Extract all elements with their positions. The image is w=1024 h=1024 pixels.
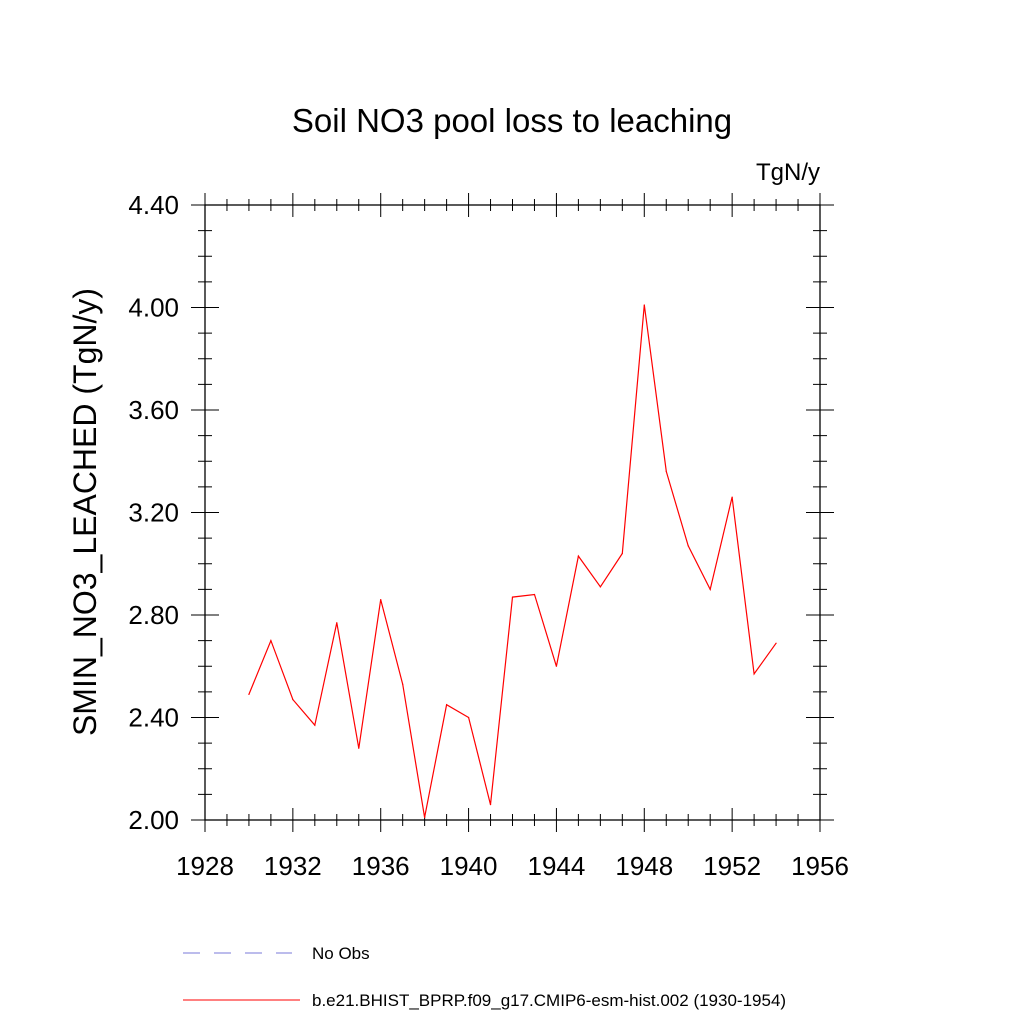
data-point bbox=[687, 545, 689, 547]
series-line-0 bbox=[248, 304, 777, 818]
data-point bbox=[380, 599, 382, 601]
x-tick-label: 1928 bbox=[176, 851, 234, 881]
data-point bbox=[446, 704, 448, 706]
data-point bbox=[424, 816, 426, 819]
data-point bbox=[731, 496, 733, 498]
data-point bbox=[358, 747, 360, 749]
y-tick-label: 2.40 bbox=[128, 703, 179, 733]
y-tick-labels: 2.00 2.40 2.80 3.20 3.60 4.00 4.40 bbox=[128, 190, 179, 835]
data-point bbox=[775, 642, 777, 644]
minor-ticks bbox=[198, 199, 827, 826]
x-tick-label: 1948 bbox=[615, 851, 673, 881]
x-tick-labels: 1928 1932 1936 1940 1944 1948 1952 1956 bbox=[176, 851, 849, 881]
legend-label-no-obs: No Obs bbox=[312, 944, 370, 963]
data-point bbox=[467, 716, 470, 719]
x-tick-label: 1932 bbox=[264, 851, 322, 881]
x-tick-label: 1944 bbox=[528, 851, 586, 881]
units-label: TgN/y bbox=[756, 159, 820, 186]
x-tick-label: 1952 bbox=[703, 851, 761, 881]
y-tick-label: 3.60 bbox=[128, 395, 179, 425]
legend-label-model: b.e21.BHIST_BPRP.f09_g17.CMIP6-esm-hist.… bbox=[312, 991, 786, 1010]
data-point bbox=[533, 593, 536, 596]
plot-frame bbox=[204, 204, 821, 821]
y-axis-label: SMIN_NO3_LEACHED (TgN/y) bbox=[67, 288, 103, 736]
data-point bbox=[599, 586, 601, 588]
y-tick-label: 2.00 bbox=[128, 805, 179, 835]
series-layer bbox=[248, 304, 777, 819]
data-point bbox=[555, 665, 558, 667]
data-point bbox=[577, 555, 579, 557]
data-point bbox=[665, 470, 667, 473]
data-point bbox=[336, 622, 338, 624]
data-point bbox=[621, 552, 623, 555]
x-tick-label: 1956 bbox=[791, 851, 849, 881]
data-point bbox=[314, 724, 316, 726]
data-point bbox=[753, 673, 755, 675]
y-tick-label: 3.20 bbox=[128, 498, 179, 528]
legend: No Obs b.e21.BHIST_BPRP.f09_g17.CMIP6-es… bbox=[183, 944, 786, 1010]
major-ticks bbox=[191, 193, 834, 832]
data-point bbox=[402, 683, 404, 685]
x-tick-label: 1936 bbox=[352, 851, 410, 881]
data-point bbox=[292, 698, 294, 701]
x-tick-label: 1940 bbox=[440, 851, 498, 881]
data-point bbox=[270, 640, 272, 642]
y-tick-label: 4.40 bbox=[128, 190, 179, 220]
chart-title: Soil NO3 pool loss to leaching bbox=[292, 102, 732, 139]
data-point bbox=[489, 804, 492, 806]
y-tick-label: 4.00 bbox=[128, 293, 179, 323]
data-point bbox=[643, 304, 645, 306]
data-point bbox=[248, 693, 250, 696]
y-tick-label: 2.80 bbox=[128, 600, 179, 630]
data-point bbox=[511, 596, 514, 598]
data-point bbox=[709, 588, 711, 590]
